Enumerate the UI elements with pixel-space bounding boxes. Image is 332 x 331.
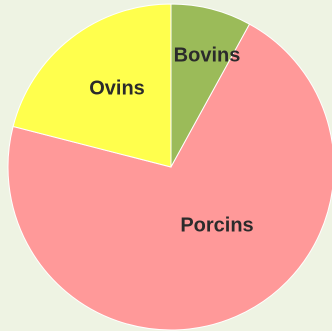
pie-slice-porcins — [7, 23, 332, 331]
pie-slice-ovins — [12, 3, 172, 168]
slices-layer — [7, 3, 332, 331]
slice-label-bovins: Bovins — [174, 44, 241, 66]
slice-label-ovins: Ovins — [89, 77, 145, 99]
slice-label-porcins: Porcins — [180, 214, 253, 236]
labels-layer: Bovins Porcins Ovins — [89, 44, 253, 236]
